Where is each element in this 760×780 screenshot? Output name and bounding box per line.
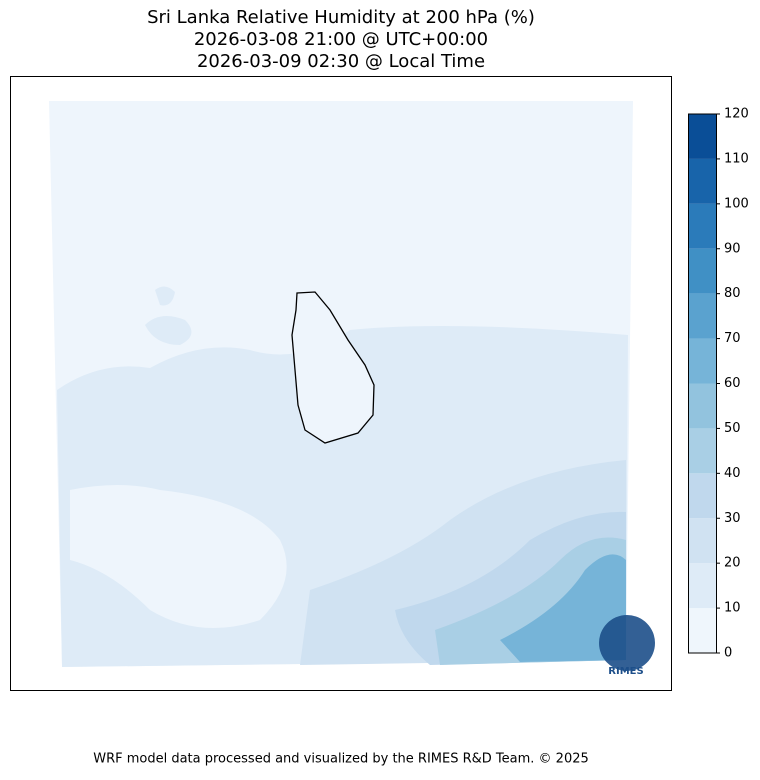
colorbar-tick-label: 40 [724,466,741,481]
title-line: Sri Lanka Relative Humidity at 200 hPa (… [147,7,535,28]
logo-emblem [599,615,655,671]
colorbar-tick-label: 120 [724,107,749,122]
colorbar-segment [688,473,716,519]
colorbar-segment [688,114,716,159]
colorbar-segment [688,563,716,609]
colorbar-segment [688,293,716,339]
colorbar-tick-label: 0 [724,646,732,661]
logo-text: RIMES [608,666,643,677]
colorbar-tick-label: 100 [724,196,749,211]
colorbar-segment [688,518,716,564]
colorbar-segment [688,203,716,249]
colorbar-segment [688,428,716,474]
title-line: 2026-03-08 21:00 @ UTC+00:00 [194,29,488,50]
colorbar-tick-label: 70 [724,331,741,346]
colorbar-tick-label: 90 [724,241,741,256]
sri-lanka-outline [291,291,375,444]
colorbar-segment [688,248,716,294]
colorbar-tick-label: 110 [724,151,749,166]
colorbar-tick-label: 30 [724,511,741,526]
colorbar: 0 10 20 30 40 50 60 70 80 90 100 110 120 [688,107,749,661]
colorbar-tick-label: 20 [724,556,741,571]
colorbar-tick-label: 60 [724,376,741,391]
colorbar-tick-label: 10 [724,601,741,616]
colorbar-segment [688,608,716,653]
colorbar-segment [688,338,716,384]
colorbar-tick-label: 80 [724,286,741,301]
colorbar-segment [688,158,716,204]
colorbar-tick-label: 50 [724,421,741,436]
title-line: 2026-03-09 02:30 @ Local Time [197,51,485,72]
map-field [49,101,655,671]
colorbar-segment [688,383,716,429]
footer: WRF model data processed and visualized … [93,752,589,767]
